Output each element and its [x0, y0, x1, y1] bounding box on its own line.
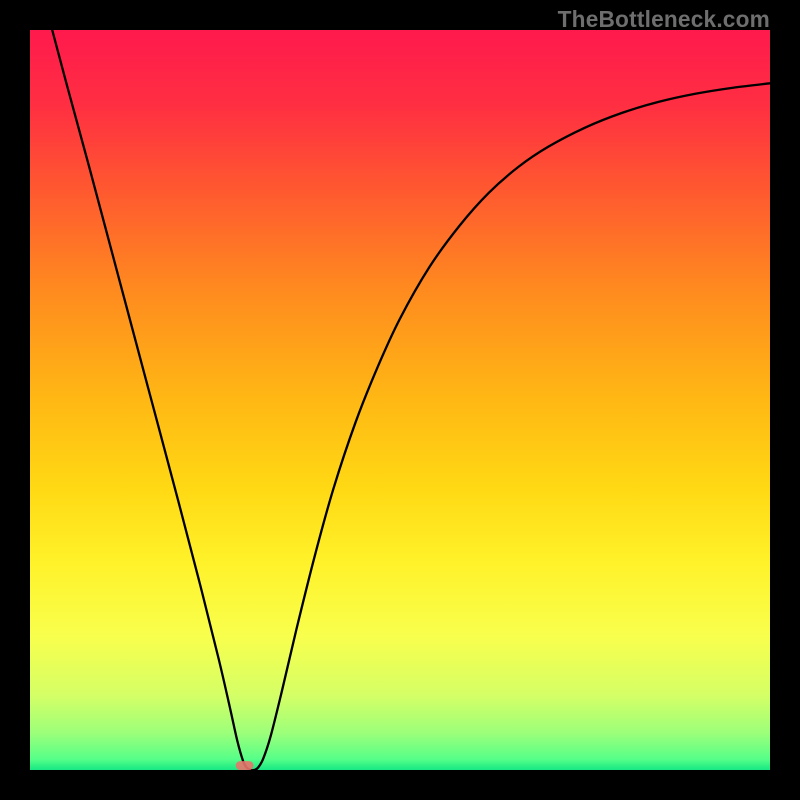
- plot-area: [30, 30, 770, 770]
- minimum-marker: [236, 761, 254, 770]
- curve-layer: [30, 30, 770, 770]
- chart-container: { "watermark": { "text": "TheBottleneck.…: [0, 0, 800, 800]
- watermark-text: TheBottleneck.com: [558, 6, 770, 33]
- bottleneck-curve: [52, 30, 770, 770]
